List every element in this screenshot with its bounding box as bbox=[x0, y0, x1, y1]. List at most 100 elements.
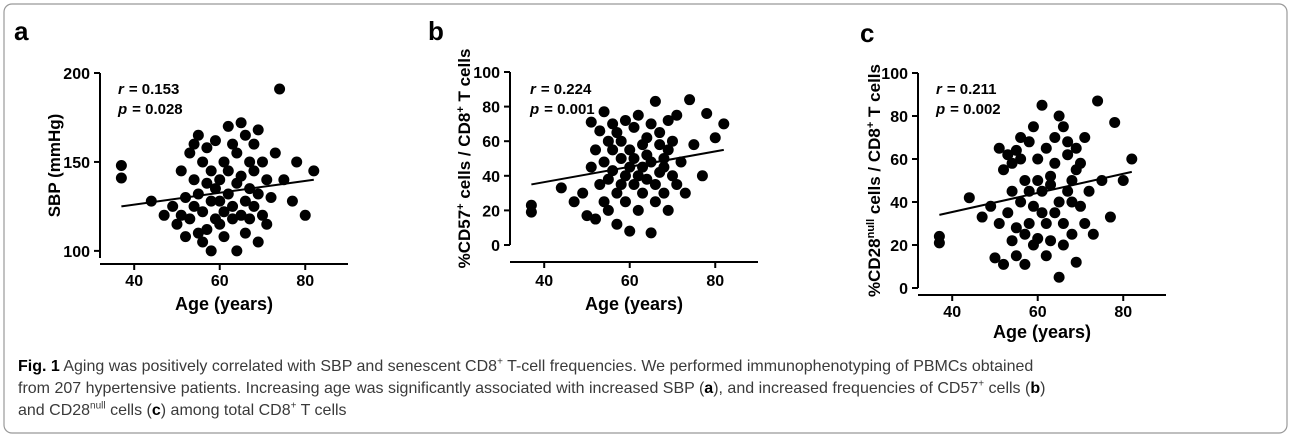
data-point bbox=[989, 252, 1001, 264]
data-point bbox=[611, 218, 623, 230]
data-point bbox=[222, 165, 234, 177]
stat-value: = 0.028 bbox=[132, 101, 182, 118]
data-point bbox=[1002, 207, 1014, 219]
data-point bbox=[654, 139, 666, 151]
data-point bbox=[666, 135, 678, 147]
data-point bbox=[993, 218, 1005, 229]
data-point bbox=[1070, 142, 1082, 154]
data-point bbox=[1015, 153, 1027, 165]
y-axis-label-part: cells / CD8 bbox=[455, 113, 474, 204]
data-point bbox=[1087, 228, 1099, 240]
data-point bbox=[201, 142, 213, 154]
regression-line bbox=[531, 148, 724, 186]
data-point bbox=[158, 209, 170, 221]
data-point bbox=[214, 218, 226, 230]
data-point bbox=[269, 147, 281, 159]
caption-text: Aging was positively correlated with SBP… bbox=[59, 358, 498, 375]
data-point bbox=[205, 195, 217, 207]
data-point bbox=[218, 206, 230, 218]
data-point bbox=[1049, 157, 1061, 169]
data-point bbox=[933, 237, 945, 249]
y-axis-label-part: + bbox=[455, 203, 467, 209]
data-point bbox=[192, 188, 204, 200]
stat-symbol: p bbox=[529, 101, 539, 118]
x-tick-label: 60 bbox=[211, 273, 229, 290]
data-point bbox=[1104, 211, 1116, 223]
data-point bbox=[1045, 235, 1057, 247]
data-point bbox=[602, 204, 614, 216]
data-point bbox=[252, 124, 264, 136]
data-point bbox=[696, 170, 708, 182]
y-axis-label: %CD57+ cells / CD8+ T cells bbox=[455, 49, 474, 269]
data-point bbox=[115, 160, 127, 171]
data-point bbox=[1079, 132, 1091, 143]
data-point bbox=[261, 174, 273, 186]
data-point bbox=[1006, 235, 1018, 247]
data-point bbox=[645, 118, 657, 130]
data-point bbox=[1040, 250, 1052, 262]
data-point bbox=[239, 129, 251, 141]
data-point bbox=[184, 213, 196, 225]
data-point bbox=[205, 165, 217, 177]
stat-symbol: p bbox=[935, 101, 945, 118]
data-point bbox=[1032, 153, 1044, 165]
y-tick-label: 80 bbox=[482, 100, 500, 117]
data-point bbox=[1096, 175, 1108, 186]
data-point bbox=[632, 109, 644, 121]
data-point bbox=[1062, 136, 1074, 148]
data-point bbox=[1019, 228, 1031, 240]
stat-annotation: r = 0.224 bbox=[530, 81, 592, 98]
data-point bbox=[274, 83, 286, 95]
y-axis-label: SBP (mmHg) bbox=[45, 114, 64, 218]
data-point bbox=[1070, 256, 1082, 268]
caption-text: a bbox=[704, 380, 714, 397]
data-point bbox=[188, 174, 200, 186]
y-tick-label: 40 bbox=[482, 169, 500, 186]
caption-text: T cells bbox=[296, 402, 347, 419]
data-point bbox=[291, 156, 303, 168]
data-point bbox=[581, 210, 593, 222]
x-tick-label: 80 bbox=[1114, 304, 1132, 321]
data-point bbox=[248, 138, 260, 150]
data-point bbox=[1015, 132, 1027, 143]
x-tick-label: 60 bbox=[1029, 304, 1047, 321]
data-point bbox=[201, 177, 213, 189]
caption-text: from 207 hypertensive patients. Increasi… bbox=[18, 380, 705, 397]
data-point bbox=[214, 195, 226, 207]
data-point bbox=[671, 178, 683, 190]
y-axis-label-part: null bbox=[865, 219, 877, 239]
data-point bbox=[1027, 121, 1039, 133]
data-point bbox=[145, 195, 157, 207]
data-point bbox=[628, 121, 640, 133]
data-point bbox=[278, 174, 290, 186]
data-point bbox=[197, 156, 209, 168]
data-point bbox=[252, 188, 264, 200]
data-point bbox=[235, 170, 247, 182]
data-point bbox=[594, 125, 606, 137]
x-tick-label: 40 bbox=[535, 273, 553, 290]
stat-symbol: r bbox=[530, 81, 537, 98]
data-point bbox=[1010, 222, 1022, 234]
caption-text: ) among total CD8 bbox=[160, 402, 291, 419]
data-point bbox=[624, 144, 636, 156]
data-point bbox=[675, 156, 687, 168]
data-point bbox=[1126, 153, 1138, 165]
data-point bbox=[611, 187, 623, 199]
data-point bbox=[671, 109, 683, 121]
caption-text: + bbox=[978, 378, 985, 390]
caption: Fig. 1 Aging was positively correlated w… bbox=[18, 356, 1278, 422]
stat-symbol: r bbox=[936, 81, 943, 98]
data-point bbox=[641, 173, 653, 185]
y-axis-label-part: SBP (mmHg) bbox=[45, 114, 64, 218]
caption-text: b bbox=[1030, 380, 1041, 397]
data-point bbox=[244, 213, 256, 225]
regression-line bbox=[121, 178, 314, 208]
data-point bbox=[602, 173, 614, 185]
data-point bbox=[555, 182, 567, 194]
data-point bbox=[585, 161, 597, 173]
y-tick-label: 150 bbox=[63, 155, 90, 172]
data-point bbox=[1027, 200, 1039, 212]
data-point bbox=[1117, 175, 1129, 186]
